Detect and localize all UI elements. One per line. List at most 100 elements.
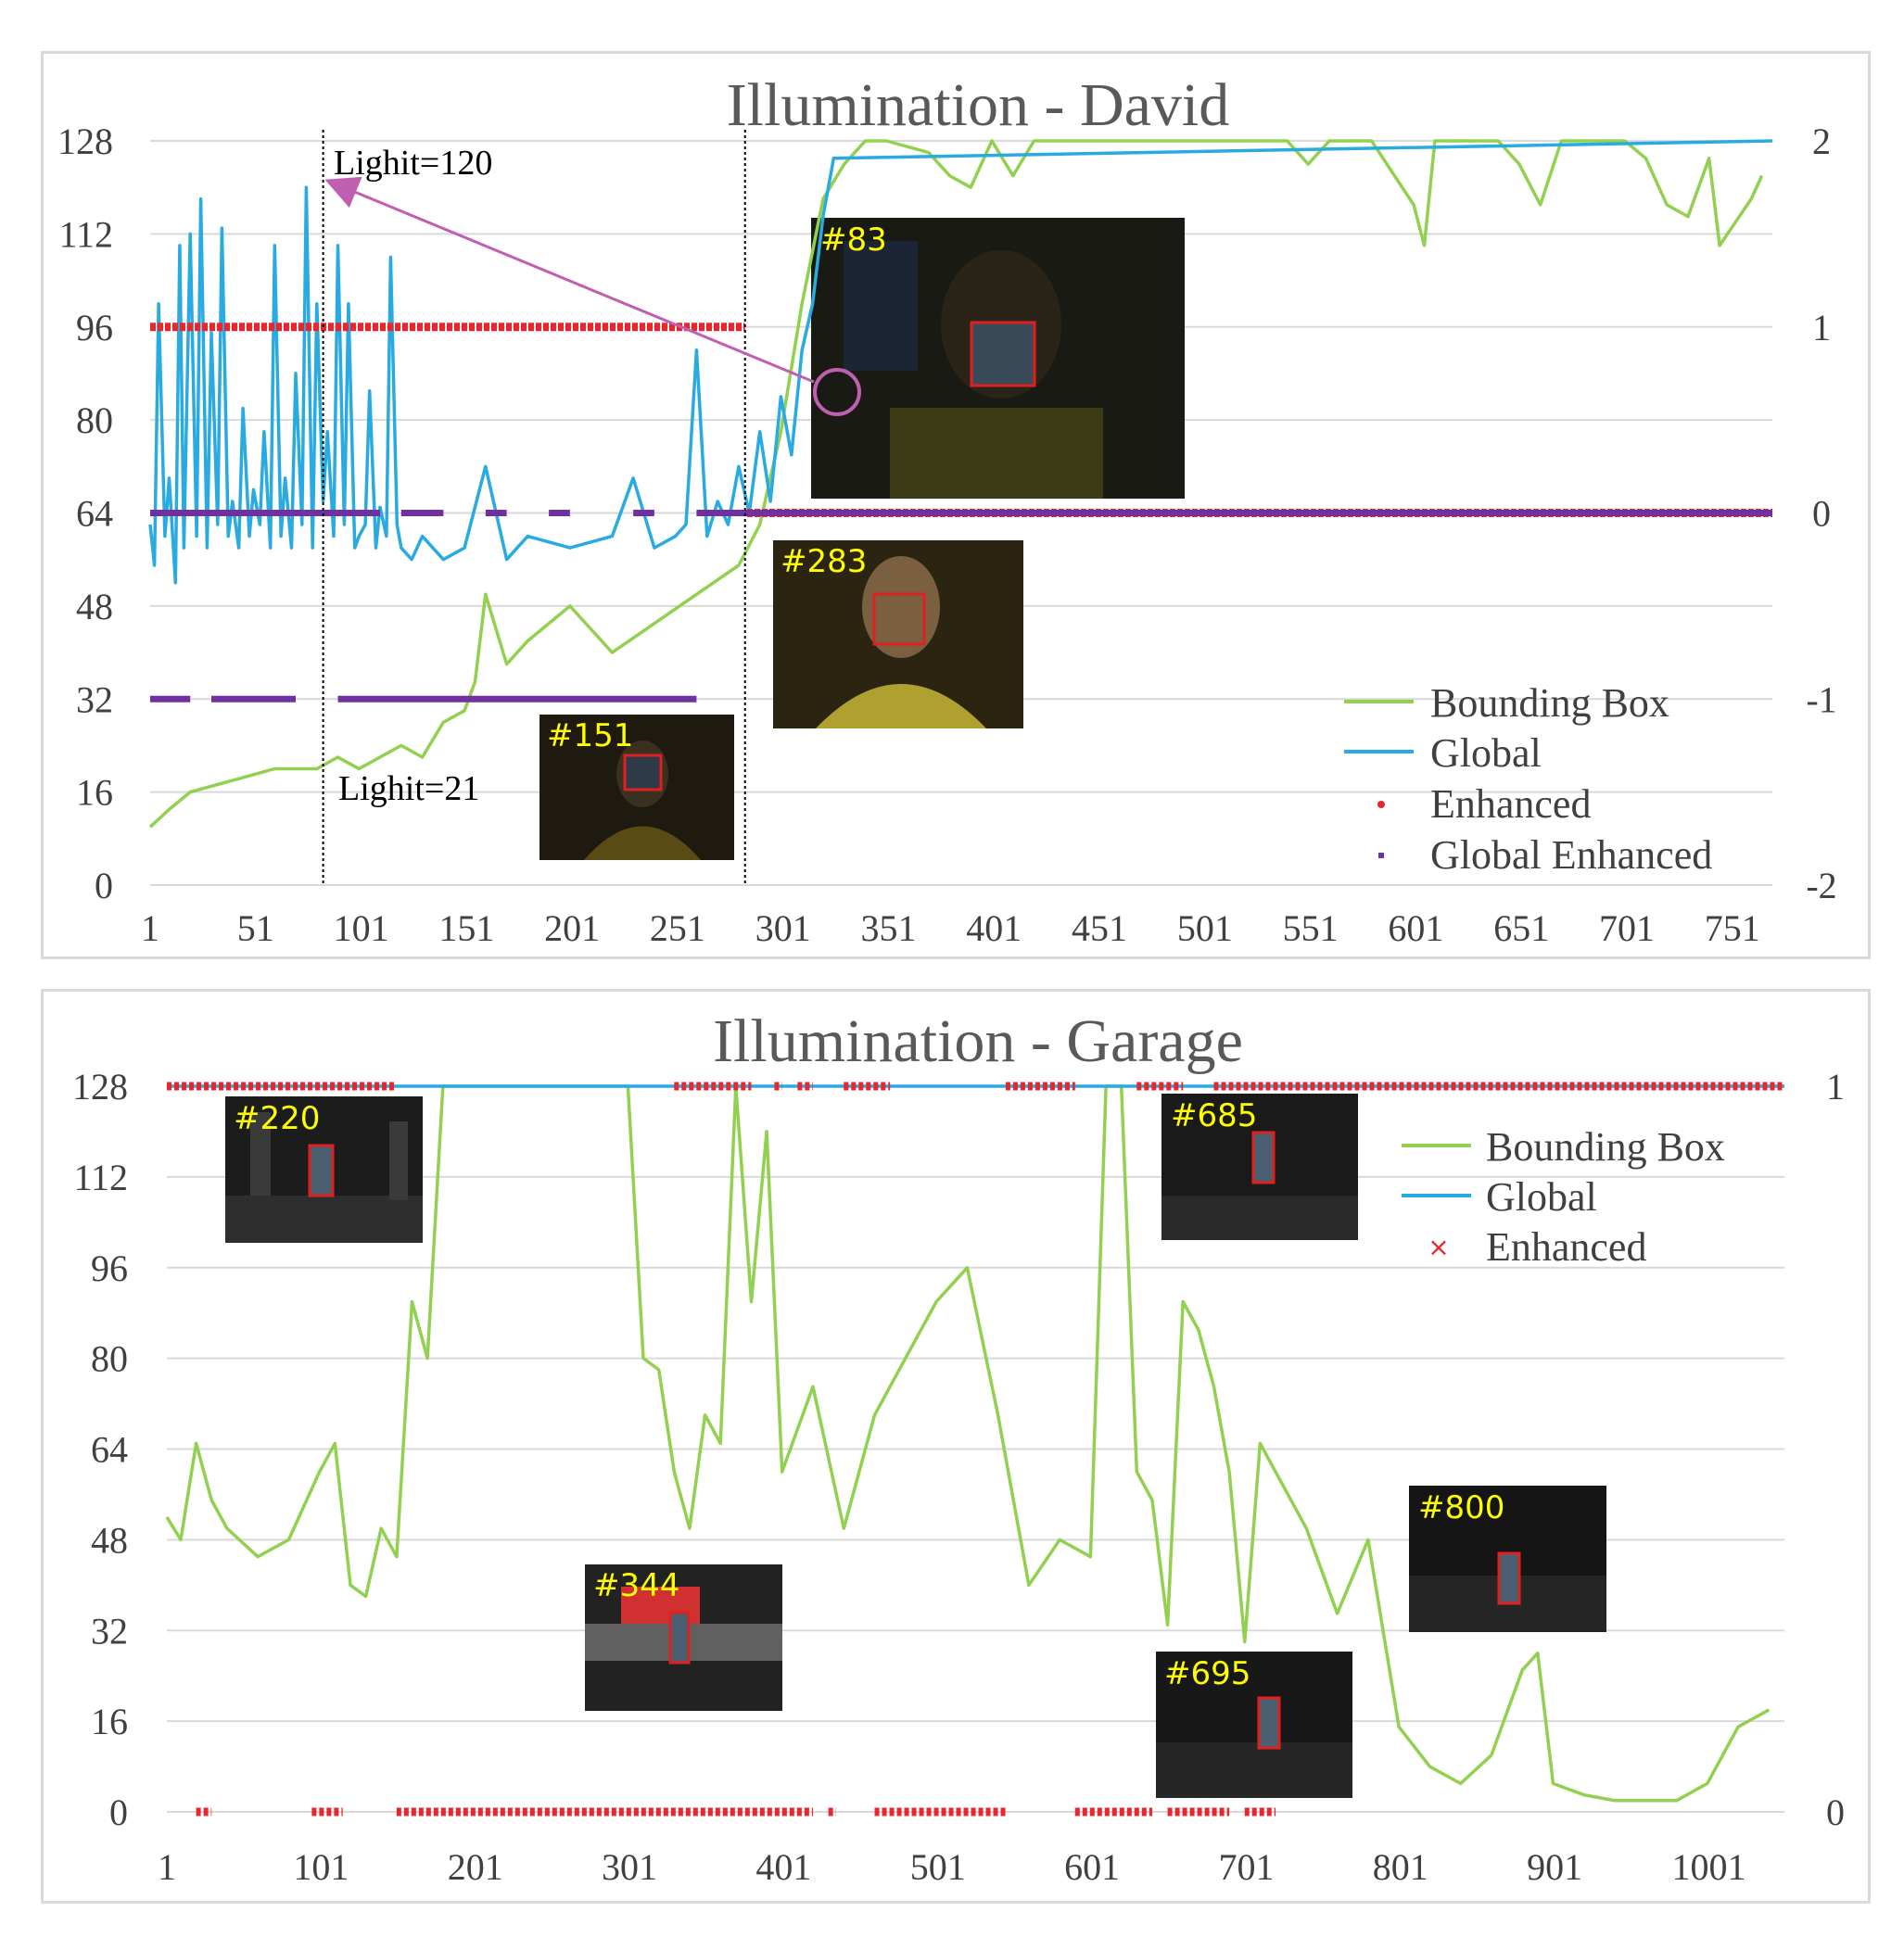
frame-800-thumbnail: #800: [1409, 1486, 1606, 1632]
x-tick-label: 351: [860, 907, 916, 949]
david-x-axis: 1 51 101 151 201 251 301 351 401 451 501 551 601 651 7…: [141, 907, 1760, 949]
y-tick-left-label: 64: [91, 1429, 128, 1471]
annotation-light-21: Lighit=21: [338, 769, 479, 808]
y-tick-left-label: 48: [91, 1519, 128, 1561]
y-tick-left-label: 80: [91, 1338, 128, 1380]
y-tick-left-label: 96: [76, 307, 113, 348]
legend-label-enhanced: Enhanced: [1430, 781, 1591, 827]
x-tick-label: 601: [1064, 1846, 1120, 1888]
garage-y-axis-left: 128 112 96 80 64 48 32 16 0: [72, 1066, 128, 1833]
legend-label-enhanced: Enhanced: [1486, 1224, 1646, 1270]
legend-label-global-enhanced: Global Enhanced: [1430, 832, 1712, 878]
y-tick-left-label: 64: [76, 493, 113, 535]
y-tick-right-label: 1: [1812, 307, 1831, 348]
y-tick-right-label: -2: [1806, 865, 1836, 906]
frame-283-label: #283: [781, 543, 867, 580]
x-tick-label: 1: [158, 1846, 176, 1888]
y-tick-right-label: 0: [1826, 1791, 1845, 1833]
david-y-axis-right: 2 1 0 -1 -2: [1806, 120, 1836, 906]
y-tick-right-label: 2: [1812, 120, 1831, 162]
x-tick-label: 401: [755, 1846, 811, 1888]
y-tick-left-label: 32: [91, 1610, 128, 1652]
y-tick-left-label: 96: [91, 1247, 128, 1289]
frame-283-thumbnail: #283: [773, 540, 1023, 728]
david-legend: Bounding Box Global Enhanced Global Enha…: [1344, 680, 1712, 878]
garage-legend: Bounding Box Global × Enhanced: [1402, 1124, 1725, 1270]
x-tick-label: 1001: [1671, 1846, 1745, 1888]
garage-chart-panel: [41, 989, 1871, 1904]
frame-695-label: #695: [1164, 1655, 1250, 1692]
legend-label-global: Global: [1486, 1174, 1597, 1220]
garage-x-axis: 1 101 201 301 401 501 601 701 801 901 1001: [158, 1846, 1745, 1888]
x-tick-label: 501: [910, 1846, 966, 1888]
legend-label-bounding-box: Bounding Box: [1486, 1124, 1725, 1170]
annotation-arrow: [324, 176, 815, 384]
x-tick-label: 1: [141, 907, 159, 949]
frame-685-thumbnail: #685: [1161, 1094, 1358, 1240]
frame-151-thumbnail: #151: [539, 715, 734, 860]
y-tick-left-label: 0: [109, 1791, 128, 1833]
x-tick-label: 651: [1493, 907, 1549, 949]
x-tick-label: 551: [1283, 907, 1339, 949]
frame-800-label: #800: [1418, 1489, 1504, 1526]
x-tick-label: 201: [448, 1846, 503, 1888]
garage-series-layer: [165, 1082, 1784, 1817]
legend-swatch-enhanced: [1377, 801, 1385, 808]
x-tick-label: 601: [1388, 907, 1443, 949]
x-tick-label: 51: [237, 907, 274, 949]
x-tick-label: 751: [1705, 907, 1760, 949]
y-tick-right-label: 1: [1826, 1066, 1845, 1108]
y-tick-left-label: 0: [95, 865, 113, 906]
x-tick-label: 201: [544, 907, 600, 949]
annotation-light-120: Lighit=120: [334, 144, 492, 183]
y-tick-left-label: 16: [76, 772, 113, 814]
x-tick-label: 101: [334, 907, 389, 949]
legend-swatch-enhanced: ×: [1428, 1232, 1449, 1262]
x-tick-label: 301: [755, 907, 811, 949]
y-tick-left-label: 112: [73, 1157, 128, 1198]
legend-label-global: Global: [1430, 730, 1542, 776]
x-tick-label: 901: [1527, 1846, 1582, 1888]
x-tick-label: 501: [1177, 907, 1233, 949]
frame-695-thumbnail: #695: [1156, 1652, 1352, 1798]
david-y-axis-left: 128 112 96 80 64 48 32 16 0: [57, 120, 113, 906]
y-tick-left-label: 112: [58, 213, 113, 255]
x-tick-label: 401: [966, 907, 1022, 949]
frame-344-thumbnail: #344: [585, 1564, 782, 1711]
frame-685-label: #685: [1171, 1097, 1257, 1134]
x-tick-label: 301: [602, 1846, 657, 1888]
david-chart-panel: [41, 51, 1871, 959]
david-series-layer: [148, 139, 1773, 829]
x-tick-label: 101: [293, 1846, 349, 1888]
garage-y-axis-right: 10: [1826, 1066, 1845, 1833]
y-tick-left-label: 16: [91, 1701, 128, 1742]
david-chart-title: Illumination - David: [727, 71, 1230, 139]
frame-220-thumbnail: #220: [225, 1096, 423, 1243]
frame-83-label: #83: [820, 222, 887, 259]
y-tick-left-label: 80: [76, 399, 113, 441]
legend-label-bounding-box: Bounding Box: [1430, 680, 1669, 726]
x-tick-label: 451: [1072, 907, 1127, 949]
series-line-bounding-box: [148, 139, 1764, 829]
frame-151-label: #151: [547, 717, 633, 754]
series-line-bounding-box: [165, 1084, 1771, 1803]
frame-220-label: #220: [234, 1100, 320, 1137]
y-tick-left-label: 128: [57, 120, 113, 162]
y-tick-right-label: -1: [1806, 678, 1836, 720]
x-tick-label: 701: [1599, 907, 1655, 949]
x-tick-label: 801: [1373, 1846, 1428, 1888]
frame-83-thumbnail: #83: [811, 218, 1185, 499]
y-tick-right-label: 0: [1812, 493, 1831, 535]
legend-swatch-global-enhanced: [1378, 853, 1384, 858]
x-tick-label: 151: [438, 907, 494, 949]
frame-344-label: #344: [593, 1567, 679, 1604]
series-line-global: [148, 139, 1773, 585]
y-tick-left-label: 48: [76, 586, 113, 627]
y-tick-left-label: 32: [76, 678, 113, 720]
y-tick-left-label: 128: [72, 1066, 128, 1108]
x-tick-label: 251: [650, 907, 705, 949]
david-vertical-markers: [322, 130, 746, 885]
x-tick-label: 701: [1218, 1846, 1274, 1888]
garage-chart-title: Illumination - Garage: [713, 1007, 1243, 1075]
